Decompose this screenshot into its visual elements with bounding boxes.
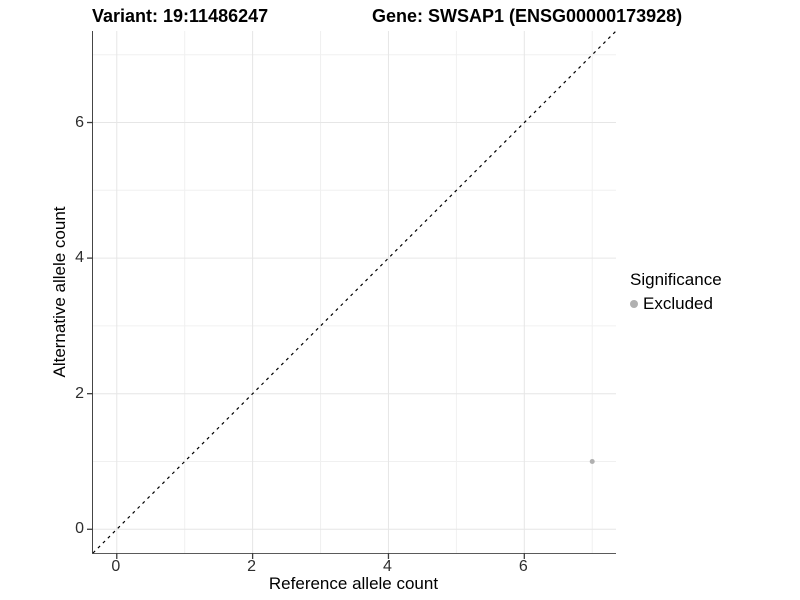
y-axis-title: Alternative allele count	[50, 206, 69, 378]
legend-entry-excluded: Excluded	[630, 294, 722, 313]
x-tick-label: 4	[383, 558, 392, 575]
x-axis-title: Reference allele count	[268, 574, 439, 593]
plot-title-variant: Variant: 19:11486247	[92, 6, 269, 26]
x-tick-label: 0	[111, 558, 121, 575]
y-tick-label: 0	[75, 520, 84, 538]
plot-panel	[87, 30, 617, 559]
plot-title-gene: Gene: SWSAP1 (ENSG00000173928)	[372, 6, 683, 26]
identity-dashed-line	[92, 30, 617, 554]
y-tick-label: 6	[75, 113, 84, 131]
y-tick-label: 2	[75, 384, 84, 402]
x-tick-label: 2	[247, 558, 257, 575]
y-tick-label: 4	[75, 249, 84, 267]
legend: Significance Excluded	[630, 270, 722, 313]
legend-point-icon	[630, 299, 638, 308]
legend-entry-label: Excluded	[643, 294, 713, 313]
x-tick-label: 6	[518, 558, 528, 575]
data-point-excluded	[589, 458, 595, 464]
plot-canvas	[87, 30, 617, 559]
legend-title: Significance	[630, 270, 722, 289]
